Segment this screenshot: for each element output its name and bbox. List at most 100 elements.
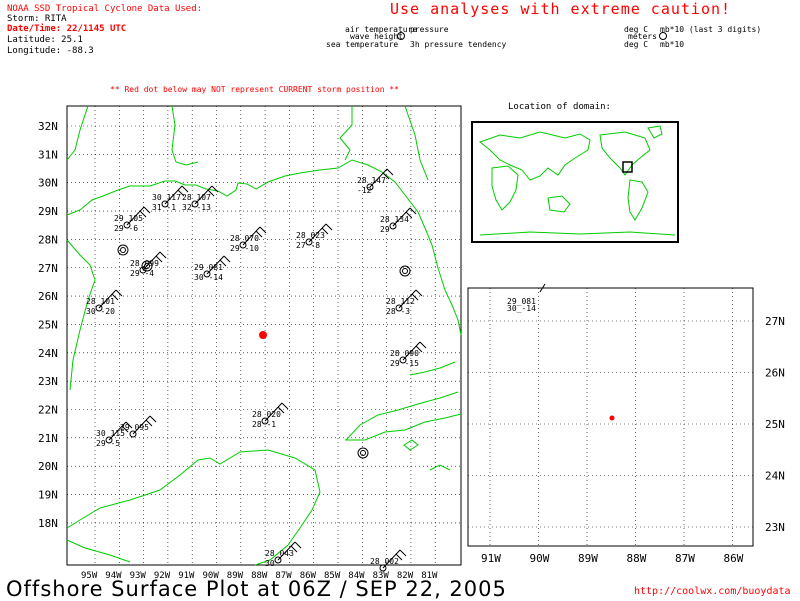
station-circle — [161, 200, 169, 208]
station-circle — [379, 564, 387, 572]
inset-title: Location of domain: — [508, 102, 611, 112]
station-sst-tendency: 29 — [380, 225, 390, 234]
zoom-map-grid — [468, 288, 753, 546]
lat-label: 26N — [38, 290, 58, 303]
station-temp-pressure: 28 043 — [265, 549, 294, 558]
wind-barb — [194, 185, 213, 205]
station-sst-tendency: 30 — [265, 559, 275, 568]
lon-label: 87W — [275, 571, 292, 581]
station-sst-tendency: 30 -14 — [194, 273, 223, 282]
station-circle — [305, 238, 313, 246]
wind-barb — [264, 402, 283, 422]
lon-label: 93W — [130, 571, 147, 581]
legend-pressure-tendency: 3h pressure tendency — [410, 40, 507, 49]
zoom-station-top: 29_081 — [507, 297, 536, 306]
lon-label: 94W — [105, 571, 122, 581]
wind-barb — [382, 549, 401, 569]
station-circle — [261, 417, 269, 425]
lon-label: 86W — [300, 571, 317, 581]
zoom-lon-label: 86W — [724, 552, 744, 565]
lat-label: 24N — [38, 347, 58, 360]
zoom-lat-label: 26N — [765, 367, 785, 380]
wind-barb — [277, 541, 296, 561]
station-circle — [129, 430, 137, 438]
legend-deg-c-2: deg C — [624, 40, 649, 49]
legend-mb-note-2: mb*10 — [660, 40, 685, 49]
wind-barb — [108, 421, 127, 441]
station-sst-tendency: 31 -1 — [152, 203, 176, 212]
zoom-lon-label: 91W — [481, 552, 501, 565]
wind-barb — [142, 251, 161, 271]
source-url[interactable]: http://coolwx.com/buoydata — [634, 586, 791, 597]
lon-label: 90W — [203, 571, 220, 581]
zoom-lat-label: 24N — [765, 470, 785, 483]
station-sst-tendency: -12 — [357, 186, 372, 195]
wind-barb — [126, 206, 145, 226]
station-circle — [139, 266, 147, 274]
buoy-symbol — [117, 244, 129, 256]
wind-barb — [164, 185, 183, 205]
station-circle-icon — [397, 32, 405, 40]
wind-barb — [132, 415, 151, 435]
zoom-lon-label: 90W — [530, 552, 550, 565]
zoom-storm-marker — [609, 415, 615, 421]
lat-label: 32N — [38, 120, 58, 133]
station-circle — [203, 270, 211, 278]
station-circle — [123, 221, 131, 229]
lat-label: 22N — [38, 404, 58, 417]
wind-barb — [402, 341, 421, 361]
station-temp-pressure: 28 002 — [370, 557, 399, 566]
main-lon-labels: 95W 94W 93W 92W 91W 90W 89W 88W 87W 86W 85W 84W 83W 8… — [81, 571, 438, 581]
legend-mb-note: mb*10 (last 3 digits) — [660, 25, 762, 34]
source-label: NOAA SSD Tropical Cyclone Data Used: — [7, 4, 203, 14]
lon-label: 83W — [373, 571, 390, 581]
station-sst-tendency: 29 -6 — [114, 224, 138, 233]
station-sst-tendency: 29 -5 — [96, 439, 120, 448]
buoy-symbol — [141, 260, 153, 272]
storm-position-marker — [259, 331, 267, 339]
latitude: Latitude: 25.1 — [7, 35, 83, 45]
station-temp-pressure: 28 020 — [252, 410, 281, 419]
buoy-symbol — [357, 447, 369, 459]
legend-wave-height: wave height — [350, 32, 403, 41]
lat-label: 23N — [38, 375, 58, 388]
wind-barb — [369, 168, 388, 188]
lat-label: 25N — [38, 318, 58, 331]
station-circle — [366, 183, 374, 191]
wind-barb — [308, 223, 327, 243]
zoom-station: 29_081 30_-14 — [507, 283, 546, 313]
station-sst-tendency: 27 -8 — [296, 241, 320, 250]
station-temp-pressure: 29 095 — [120, 423, 149, 432]
zoom-lon-label: 89W — [578, 552, 598, 565]
zoom-lat-label: 25N — [765, 418, 785, 431]
main-lat-labels: 32N 31N 30N 29N 28N 27N 26N 25N 24N 23N 22N 21N 20N 1… — [38, 120, 58, 530]
zoom-lon-labels: 91W 90W 89W 88W 87W 86W — [481, 552, 744, 565]
station-circle — [105, 436, 113, 444]
station-temp-pressure: 28 112 — [386, 297, 415, 306]
lon-label: 91W — [178, 571, 195, 581]
station-temp-pressure: 28 070 — [230, 234, 259, 243]
station-circle — [191, 200, 199, 208]
zoom-lon-label: 87W — [675, 552, 695, 565]
coastline — [66, 105, 462, 566]
station-temp-pressure: 29 081 — [194, 263, 223, 272]
station-temp-pressure: 29 105 — [114, 214, 143, 223]
datetime: Date/Time: 22/1145 UTC — [7, 24, 127, 34]
storm-name: Storm: RITA — [7, 14, 67, 24]
station-circle — [399, 356, 407, 364]
plot-title: Offshore Surface Plot at 06Z / SEP 22, 2… — [6, 577, 507, 601]
station-circle — [239, 241, 247, 249]
lon-label: 89W — [227, 571, 244, 581]
longitude: Longitude: -88.3 — [7, 46, 94, 56]
station-temp-pressure: 30 115 — [96, 429, 125, 438]
legend-meters: meters — [628, 32, 657, 41]
wind-barb — [98, 289, 117, 309]
